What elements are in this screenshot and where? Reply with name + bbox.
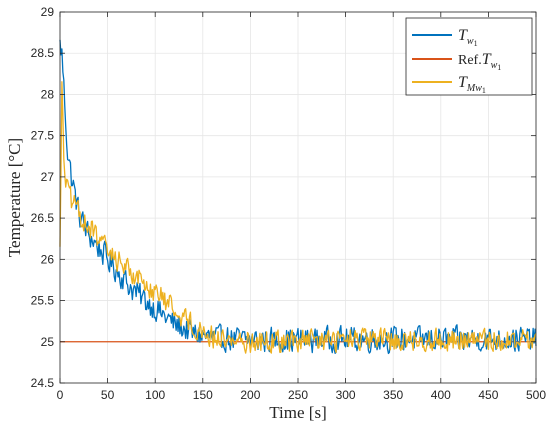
y-tick-label: 27 — [41, 170, 55, 184]
y-tick-label: 25.5 — [31, 294, 55, 308]
y-tick-label: 24.5 — [31, 376, 55, 390]
y-tick-label: 29 — [41, 5, 55, 19]
y-tick-label: 26.5 — [31, 211, 55, 225]
legend-label-tmw1: TMw1 — [458, 74, 486, 95]
axis-ticks — [59, 11, 537, 384]
x-tick-label: 500 — [526, 388, 546, 402]
series-lines — [59, 39, 537, 355]
x-tick-label: 250 — [288, 388, 308, 402]
x-tick-label: 100 — [145, 388, 165, 402]
x-tick-label: 350 — [383, 388, 403, 402]
series-line-2 — [59, 81, 537, 354]
legend-label-tw1: Tw1 — [458, 27, 478, 48]
y-tick-label: 25 — [41, 335, 55, 349]
y-axis-label: Temperature [°C] — [5, 138, 24, 257]
x-tick-label: 200 — [240, 388, 260, 402]
x-tick-label: 300 — [336, 388, 356, 402]
x-tick-label: 400 — [431, 388, 451, 402]
y-tick-label: 26 — [41, 252, 55, 266]
legend-label-ref: Ref.Tw1 — [458, 51, 501, 72]
series-line-0 — [59, 39, 537, 355]
x-axis-label: Time [s] — [269, 403, 326, 422]
x-tick-label: 450 — [478, 388, 498, 402]
x-tick-label: 150 — [193, 388, 213, 402]
tick-labels: 0 50 100 150 200 250 300 350 400 450 500 24.5 25 25.5… — [31, 5, 547, 402]
y-tick-label: 28 — [41, 87, 55, 101]
x-tick-label: 0 — [57, 388, 64, 402]
y-tick-label: 27.5 — [31, 129, 55, 143]
y-tick-label: 28.5 — [31, 46, 55, 60]
x-tick-label: 50 — [101, 388, 115, 402]
legend: Tw1 Ref.Tw1 TMw1 — [405, 17, 533, 96]
